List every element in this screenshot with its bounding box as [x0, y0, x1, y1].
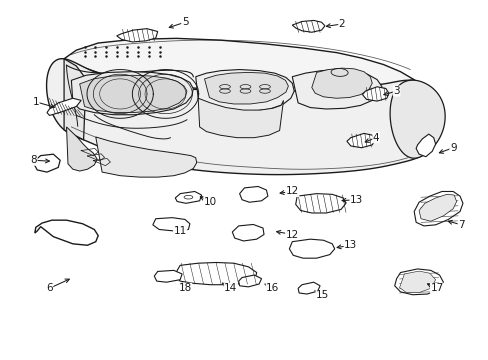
Polygon shape [175, 262, 256, 285]
Text: 11: 11 [173, 226, 186, 236]
Text: 1: 1 [32, 97, 39, 107]
Text: 13: 13 [344, 240, 357, 250]
Polygon shape [66, 127, 97, 171]
Text: 5: 5 [182, 17, 188, 27]
Polygon shape [64, 39, 414, 91]
Text: 12: 12 [285, 186, 298, 197]
Text: 16: 16 [265, 283, 279, 293]
Polygon shape [295, 194, 345, 213]
Polygon shape [154, 270, 182, 282]
Polygon shape [195, 69, 294, 111]
Polygon shape [96, 137, 196, 177]
Polygon shape [292, 69, 381, 109]
Text: 10: 10 [203, 197, 217, 207]
Polygon shape [418, 194, 456, 221]
Polygon shape [71, 72, 193, 115]
Polygon shape [153, 218, 189, 231]
Polygon shape [117, 29, 158, 42]
Polygon shape [311, 68, 371, 98]
Polygon shape [239, 186, 267, 202]
Polygon shape [415, 134, 435, 157]
Polygon shape [232, 225, 264, 241]
Text: 17: 17 [429, 283, 443, 293]
Polygon shape [298, 282, 320, 294]
Polygon shape [64, 59, 86, 140]
Polygon shape [35, 220, 98, 245]
Polygon shape [46, 59, 440, 175]
Polygon shape [394, 269, 443, 295]
Polygon shape [204, 72, 288, 104]
Text: 9: 9 [449, 143, 456, 153]
Polygon shape [292, 21, 325, 32]
Polygon shape [346, 134, 374, 148]
Polygon shape [47, 98, 81, 116]
Polygon shape [362, 87, 388, 101]
Polygon shape [389, 80, 444, 158]
Polygon shape [34, 154, 60, 172]
Polygon shape [399, 271, 435, 293]
Polygon shape [238, 275, 261, 287]
Text: 4: 4 [372, 133, 379, 143]
Polygon shape [198, 98, 283, 138]
Polygon shape [175, 192, 201, 203]
Text: 13: 13 [349, 195, 363, 205]
Text: 12: 12 [285, 230, 298, 239]
Polygon shape [413, 192, 462, 226]
Text: 8: 8 [30, 155, 37, 165]
Text: 18: 18 [178, 283, 191, 293]
Text: 3: 3 [392, 86, 399, 96]
Polygon shape [289, 239, 334, 258]
Text: 15: 15 [315, 291, 328, 301]
Polygon shape [80, 75, 186, 113]
Text: 2: 2 [338, 19, 345, 29]
Text: 6: 6 [46, 283, 53, 293]
Text: 7: 7 [457, 220, 464, 230]
Text: 14: 14 [224, 283, 237, 293]
